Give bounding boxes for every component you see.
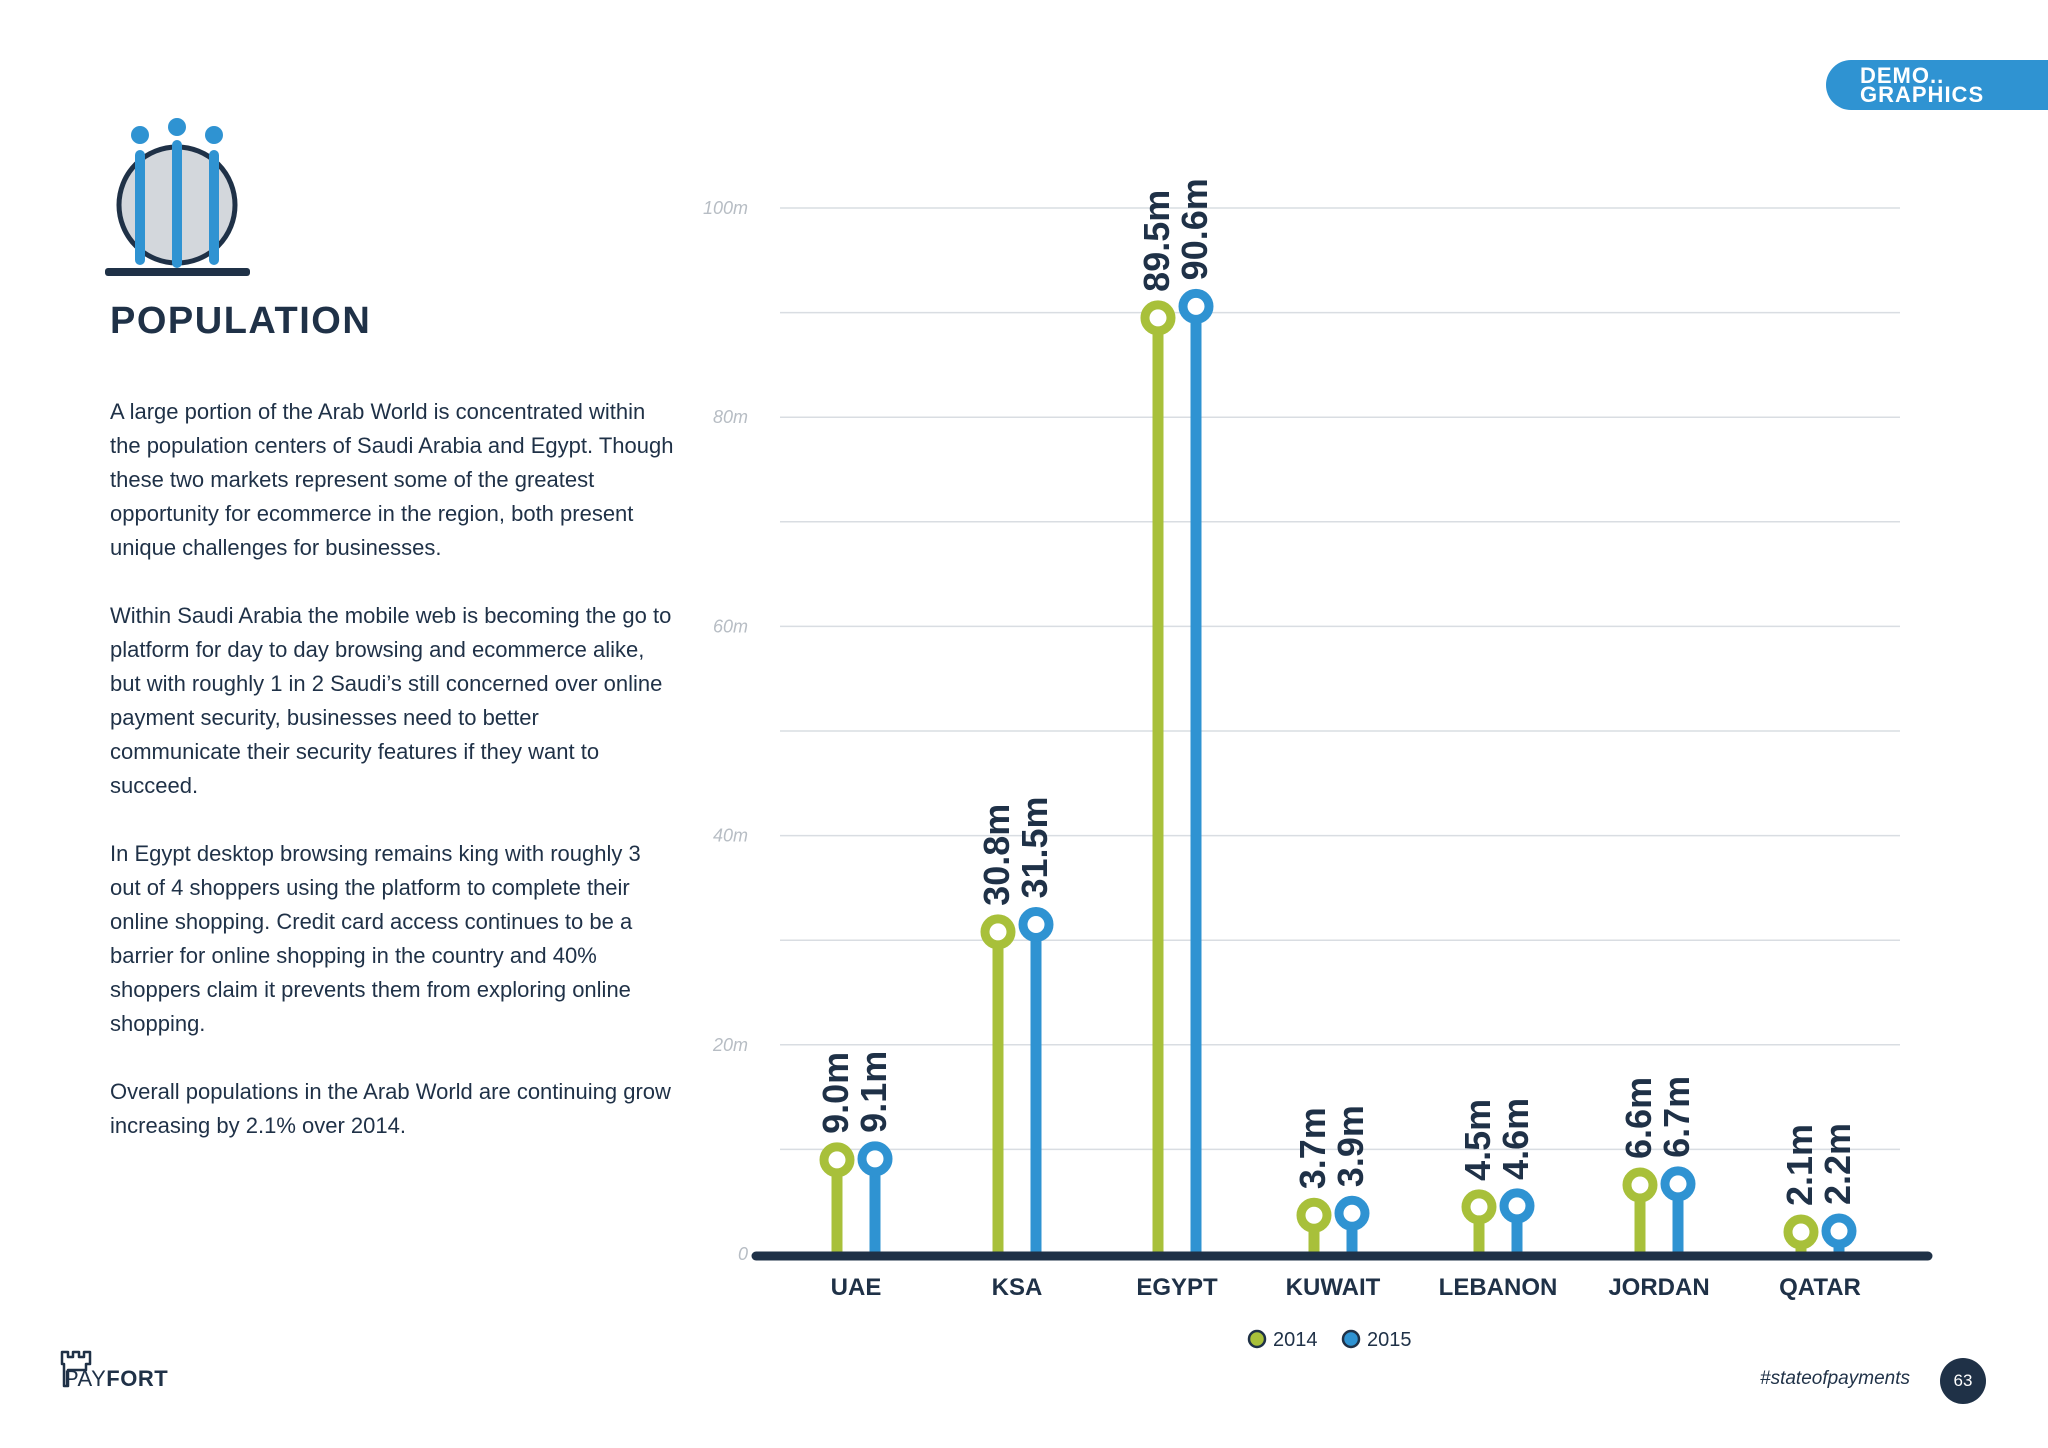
hashtag: #stateofpayments	[1760, 1368, 1910, 1389]
data-label: 2.2m	[1817, 1123, 1858, 1205]
bar-marker	[1296, 1197, 1332, 1233]
bar-marker	[819, 1142, 855, 1178]
logo-text-thin: PAY	[64, 1366, 107, 1391]
bar-marker	[1499, 1188, 1535, 1224]
population-icon	[105, 118, 250, 276]
y-tick-label: 80m	[713, 407, 748, 427]
paragraph: A large portion of the Arab World is con…	[110, 399, 674, 560]
legend-marker	[1341, 1329, 1361, 1349]
y-tick-label: 0	[738, 1244, 748, 1264]
logo-text-bold: FORT	[106, 1366, 169, 1391]
bar-marker	[1783, 1214, 1819, 1250]
body-text: A large portion of the Arab World is con…	[110, 395, 675, 1177]
y-tick-label: 20m	[712, 1035, 748, 1055]
bar-marker	[1334, 1195, 1370, 1231]
paragraph: Within Saudi Arabia the mobile web is be…	[110, 603, 672, 798]
y-tick-label: 40m	[713, 826, 748, 846]
x-tick-label: UAE	[831, 1274, 882, 1301]
legend-label: 2014	[1273, 1329, 1318, 1351]
bar-marker	[1140, 300, 1176, 336]
data-label: 2.1m	[1779, 1124, 1820, 1206]
x-tick-label: KSA	[992, 1274, 1043, 1301]
paragraph: In Egypt desktop browsing remains king w…	[110, 841, 641, 1036]
section-tag-line2: GRAPHICS	[1860, 82, 1985, 107]
x-tick-label: KUWAIT	[1286, 1274, 1381, 1301]
data-label: 90.6m	[1174, 178, 1215, 280]
bar-marker	[1622, 1167, 1658, 1203]
y-tick-label: 60m	[713, 616, 748, 636]
data-label: 3.7m	[1292, 1107, 1333, 1189]
bar-marker	[1461, 1189, 1497, 1225]
bar-marker	[1018, 907, 1054, 943]
page-number: 63	[1940, 1358, 1986, 1404]
data-label: 4.5m	[1457, 1099, 1498, 1181]
data-label: 3.9m	[1330, 1105, 1371, 1187]
payfort-logo: PAYFORT	[64, 1366, 168, 1392]
bar-marker	[980, 914, 1016, 950]
data-label: 31.5m	[1014, 796, 1055, 898]
bar-marker	[1821, 1213, 1857, 1249]
section-tag: DEMO.. GRAPHICS	[1826, 60, 2048, 110]
data-label: 4.6m	[1495, 1098, 1536, 1180]
section-tag-line1: DEMO..	[1860, 63, 1945, 88]
data-label: 9.0m	[815, 1052, 856, 1134]
bar-marker	[1660, 1166, 1696, 1202]
payfort-logo-icon	[60, 1350, 92, 1388]
page-title: POPULATION	[110, 300, 372, 342]
data-label: 30.8m	[976, 804, 1017, 906]
data-label: 6.6m	[1618, 1077, 1659, 1159]
data-label: 6.7m	[1656, 1076, 1697, 1158]
y-tick-label: 100m	[703, 198, 748, 218]
x-tick-label: LEBANON	[1439, 1274, 1558, 1301]
data-label: 9.1m	[853, 1051, 894, 1133]
data-label: 89.5m	[1136, 190, 1177, 292]
bar-marker	[857, 1141, 893, 1177]
x-tick-label: QATAR	[1779, 1274, 1861, 1301]
paragraph: Overall populations in the Arab World ar…	[110, 1079, 671, 1138]
legend-marker	[1247, 1329, 1267, 1349]
x-tick-label: JORDAN	[1608, 1274, 1709, 1301]
legend-label: 2015	[1367, 1329, 1412, 1351]
x-tick-label: EGYPT	[1136, 1274, 1218, 1301]
bar-marker	[1178, 288, 1214, 324]
